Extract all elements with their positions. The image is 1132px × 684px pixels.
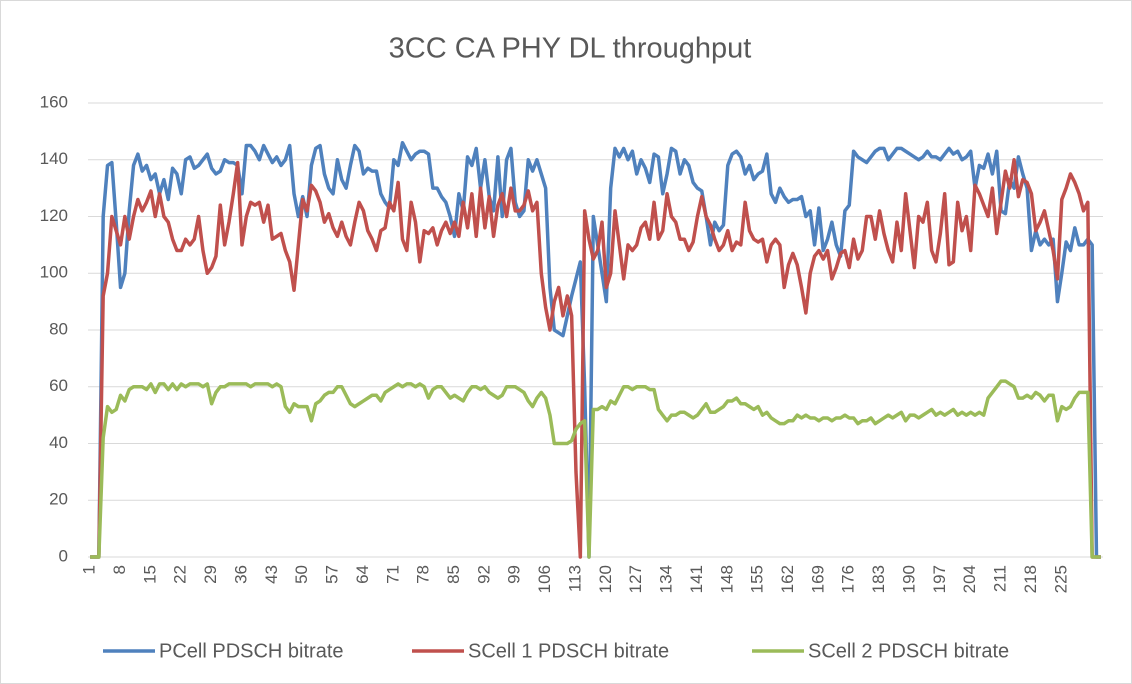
- x-tick-label: 218: [1021, 565, 1040, 593]
- x-tick-label: 183: [869, 565, 888, 593]
- y-tick-label: 0: [59, 546, 68, 565]
- x-tick-label: 169: [808, 565, 827, 593]
- x-tick-label: 92: [474, 565, 493, 584]
- series-line: [90, 140, 1101, 559]
- x-tick-label: 64: [353, 565, 372, 584]
- y-tick-label: 120: [40, 206, 68, 225]
- series-line: [90, 158, 1101, 559]
- x-tick-label: 162: [778, 565, 797, 593]
- y-tick-label: 100: [40, 263, 68, 282]
- x-tick-label: 57: [323, 565, 342, 584]
- y-tick-label: 40: [49, 433, 68, 452]
- x-tick-label: 190: [899, 565, 918, 593]
- y-tick-label: 60: [49, 376, 68, 395]
- y-tick-label: 80: [49, 319, 68, 338]
- x-tick-label: 78: [414, 565, 433, 584]
- series-line: [90, 379, 1101, 559]
- x-tick-label: 1: [80, 565, 99, 574]
- x-tick-label: 43: [262, 565, 281, 584]
- legend-label: SCell 2 PDSCH bitrate: [808, 640, 1009, 662]
- x-tick-label: 134: [657, 565, 676, 593]
- x-tick-label: 50: [292, 565, 311, 584]
- x-tick-label: 106: [535, 565, 554, 593]
- x-tick-label: 211: [991, 565, 1010, 592]
- x-tick-label: 71: [383, 565, 402, 584]
- legend-label: PCell PDSCH bitrate: [159, 640, 344, 662]
- y-tick-label: 20: [49, 490, 68, 509]
- x-tick-label: 85: [444, 565, 463, 584]
- x-tick-label: 127: [626, 565, 645, 593]
- x-tick-label: 99: [505, 565, 524, 584]
- x-tick-label: 29: [201, 565, 220, 584]
- x-tick-label: 197: [930, 565, 949, 593]
- x-tick-label: 120: [596, 565, 615, 593]
- x-tick-label: 22: [171, 565, 190, 584]
- x-tick-label: 8: [110, 565, 129, 574]
- x-tick-label: 204: [960, 565, 979, 593]
- x-tick-label: 155: [748, 565, 767, 593]
- x-tick-label: 113: [565, 565, 584, 592]
- x-tick-label: 15: [140, 565, 159, 584]
- x-tick-label: 176: [839, 565, 858, 593]
- y-tick-label: 160: [40, 92, 68, 111]
- y-tick-label: 140: [40, 149, 68, 168]
- x-tick-label: 225: [1051, 565, 1070, 593]
- x-tick-label: 36: [231, 565, 250, 584]
- x-tick-label: 141: [687, 565, 706, 593]
- legend-label: SCell 1 PDSCH bitrate: [468, 640, 669, 662]
- x-tick-label: 148: [717, 565, 736, 593]
- chart-title: 3CC CA PHY DL throughput: [389, 33, 752, 65]
